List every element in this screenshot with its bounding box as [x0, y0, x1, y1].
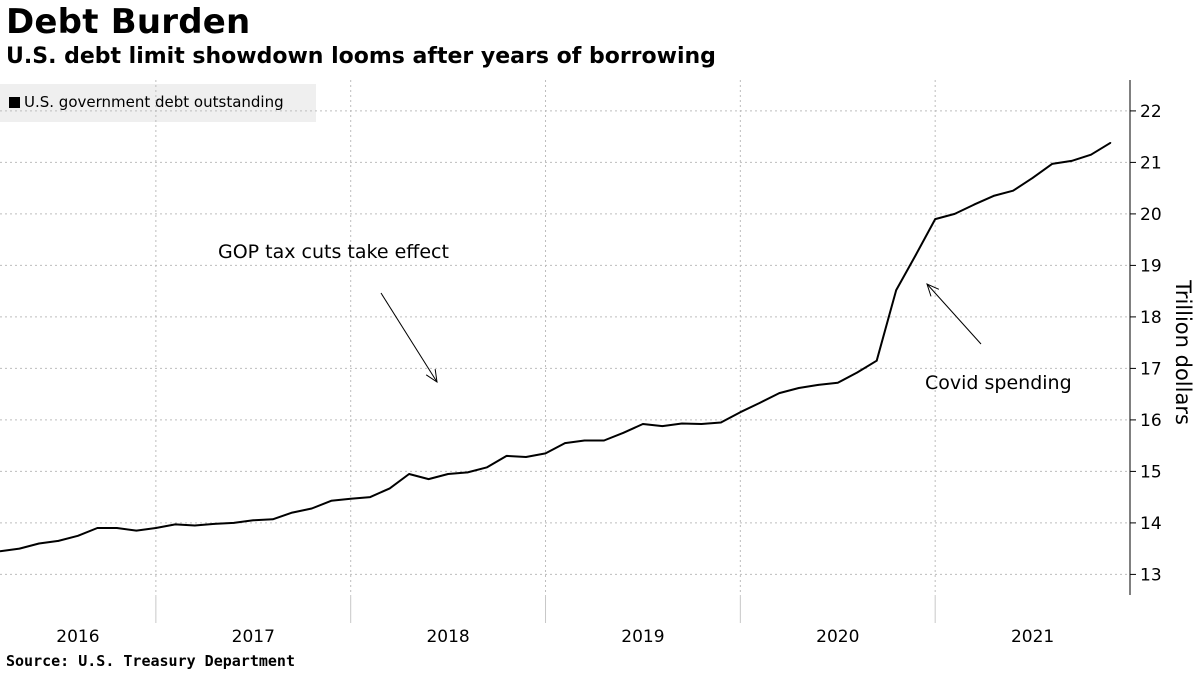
data-point [953, 213, 956, 215]
y-tick-label: 18 [1140, 308, 1162, 328]
x-tick-label: 2018 [426, 627, 469, 647]
data-point [642, 423, 644, 425]
data-point [759, 402, 761, 404]
data-point [447, 473, 449, 475]
data-point [349, 497, 352, 500]
series-layer [0, 141, 1112, 553]
data-point [817, 384, 820, 386]
annotation-arrow [926, 283, 982, 345]
y-tick-label: 21 [1140, 153, 1162, 173]
data-point [38, 542, 40, 545]
data-point [1012, 189, 1014, 192]
data-point [194, 524, 196, 527]
chart-subtitle: U.S. debt limit showdown looms after yea… [6, 44, 716, 69]
data-point [272, 518, 274, 521]
x-tick-label: 2021 [1011, 627, 1054, 647]
data-point [720, 421, 722, 424]
source-note: Source: U.S. Treasury Department [6, 652, 295, 670]
data-point [486, 466, 488, 469]
data-point [1090, 153, 1092, 156]
data-point [310, 507, 313, 510]
data-point [525, 456, 527, 458]
data-point [1051, 163, 1053, 165]
data-point [739, 411, 742, 414]
data-point [564, 442, 566, 444]
data-point [505, 455, 508, 457]
data-point [1109, 142, 1112, 144]
data-point [427, 478, 430, 480]
data-point [155, 527, 157, 529]
annotations: GOP tax cuts take effect Covid spending [218, 241, 1072, 394]
data-point [291, 511, 294, 514]
data-point [77, 535, 79, 537]
data-point [233, 522, 235, 524]
data-point [116, 527, 118, 529]
data-point [875, 359, 878, 362]
data-point [856, 371, 858, 374]
data-point [174, 523, 177, 526]
data-point [0, 550, 1, 552]
annotation-arrow [380, 292, 438, 383]
data-point [388, 487, 391, 490]
data-point [583, 439, 586, 442]
series-line [0, 141, 1112, 553]
data-point [661, 425, 664, 427]
y-tick-label: 19 [1140, 256, 1162, 276]
chart-title: Debt Burden [6, 2, 251, 42]
data-point [681, 422, 683, 425]
y-tick-label: 16 [1140, 411, 1162, 431]
x-tick-label: 2020 [816, 627, 859, 647]
data-point [622, 432, 625, 434]
data-point [914, 254, 917, 256]
legend-label: U.S. government debt outstanding [24, 93, 284, 111]
data-point [700, 423, 703, 425]
y-tick-label: 14 [1140, 514, 1162, 534]
legend: U.S. government debt outstanding [0, 84, 316, 122]
y-tick-label: 22 [1140, 102, 1162, 122]
data-point [544, 452, 547, 455]
data-point [837, 382, 839, 384]
data-point [213, 523, 216, 525]
data-point [895, 289, 897, 291]
x-tick-label: 2016 [56, 627, 99, 647]
data-point [973, 203, 975, 206]
annotation-label: GOP tax cuts take effect [218, 241, 449, 263]
data-point [135, 529, 138, 532]
data-point [466, 471, 469, 474]
data-point [369, 496, 372, 498]
data-point [57, 540, 60, 542]
data-point [330, 500, 333, 502]
y-tick-label: 17 [1140, 359, 1162, 379]
data-point [252, 519, 255, 522]
annotation-arrowhead-icon [926, 283, 940, 297]
data-point [96, 527, 99, 529]
annotation-arrowhead-icon [425, 369, 438, 384]
data-point [992, 195, 995, 197]
legend-swatch-icon [9, 97, 20, 108]
data-point [603, 439, 605, 442]
annotation-label: Covid spending [925, 372, 1072, 394]
data-point [18, 547, 21, 550]
grid [0, 80, 1130, 595]
data-point [778, 392, 781, 394]
x-tick-label: 2017 [232, 627, 275, 647]
data-point [798, 387, 800, 389]
y-axis-title: Trillion dollars [1171, 279, 1195, 425]
data-point [408, 473, 410, 475]
y-tick-label: 13 [1140, 565, 1162, 585]
data-point [934, 218, 936, 220]
data-point [1031, 177, 1034, 179]
x-tick-label: 2019 [621, 627, 664, 647]
y-tick-label: 20 [1140, 205, 1162, 225]
data-point [1070, 160, 1073, 162]
y-tick-label: 15 [1140, 462, 1162, 482]
